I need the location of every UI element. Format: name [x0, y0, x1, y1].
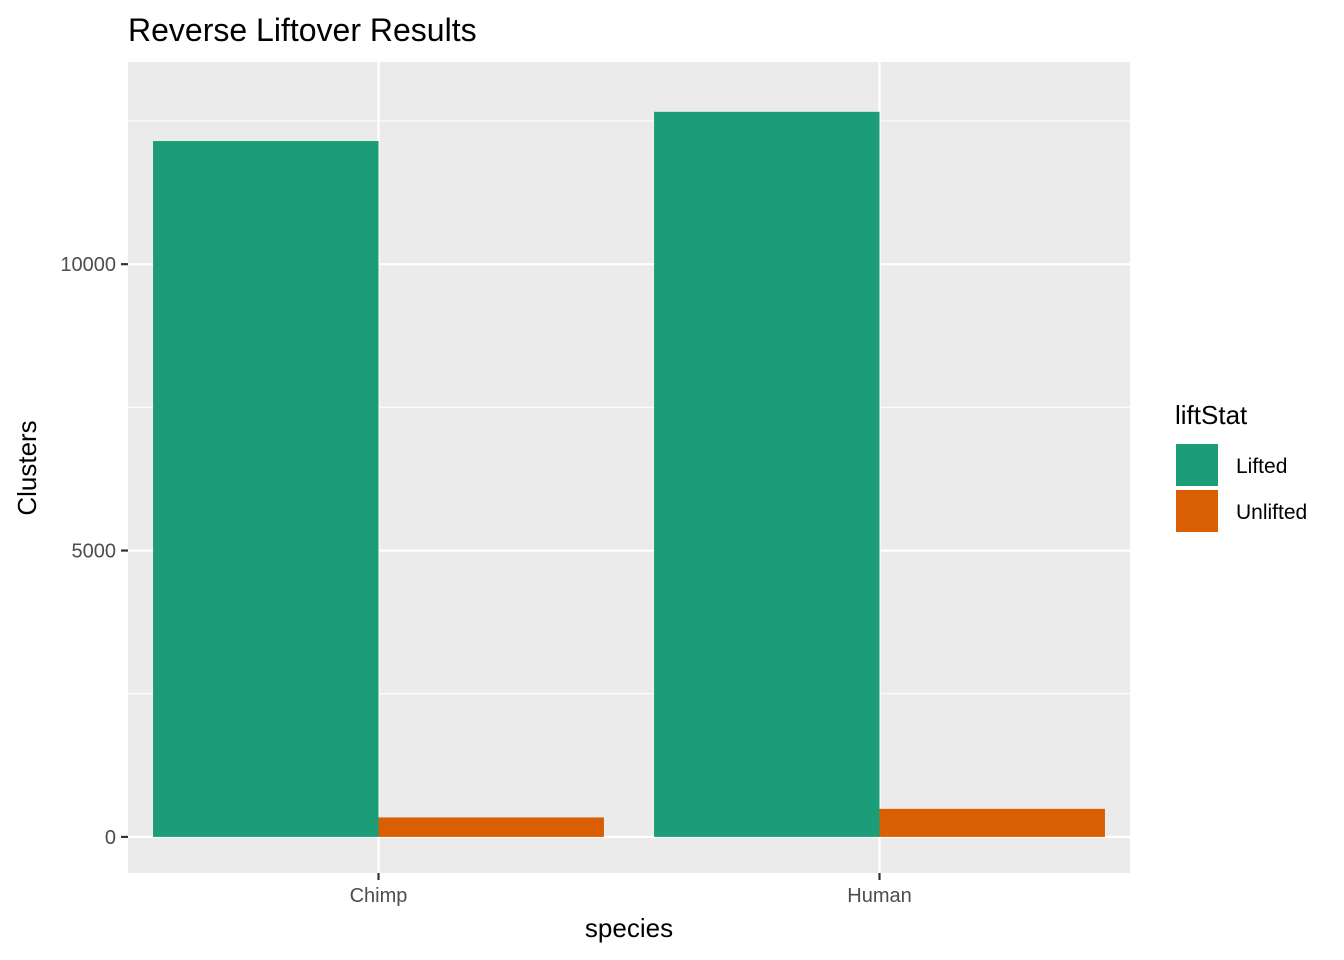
chart-title: Reverse Liftover Results	[128, 12, 477, 48]
y-tick-label: 5000	[72, 541, 117, 563]
legend-title: liftStat	[1175, 400, 1248, 430]
bar-unlifted-chimp	[378, 817, 604, 837]
y-tick-label: 0	[105, 827, 116, 849]
bar-lifted-chimp	[153, 141, 379, 837]
legend-label-lifted: Lifted	[1236, 455, 1287, 478]
legend-key-lifted	[1176, 444, 1218, 486]
x-axis: Chimp Human	[350, 873, 912, 907]
bar-lifted-human	[654, 111, 880, 837]
x-tick-label: Chimp	[350, 885, 408, 907]
x-axis-title: species	[585, 913, 673, 943]
legend-label-unlifted: Unlifted	[1236, 501, 1307, 524]
legend-key-unlifted	[1176, 490, 1218, 532]
y-axis: 0 5000 10000	[60, 254, 128, 849]
bar-unlifted-human	[879, 808, 1105, 837]
legend-items: Lifted Unlifted	[1176, 444, 1307, 532]
x-tick-label: Human	[847, 885, 911, 907]
legend: liftStat Lifted Unlifted	[1175, 400, 1307, 532]
y-axis-title: Clusters	[12, 420, 42, 515]
bars	[153, 111, 1105, 837]
y-tick-label: 10000	[60, 254, 116, 276]
